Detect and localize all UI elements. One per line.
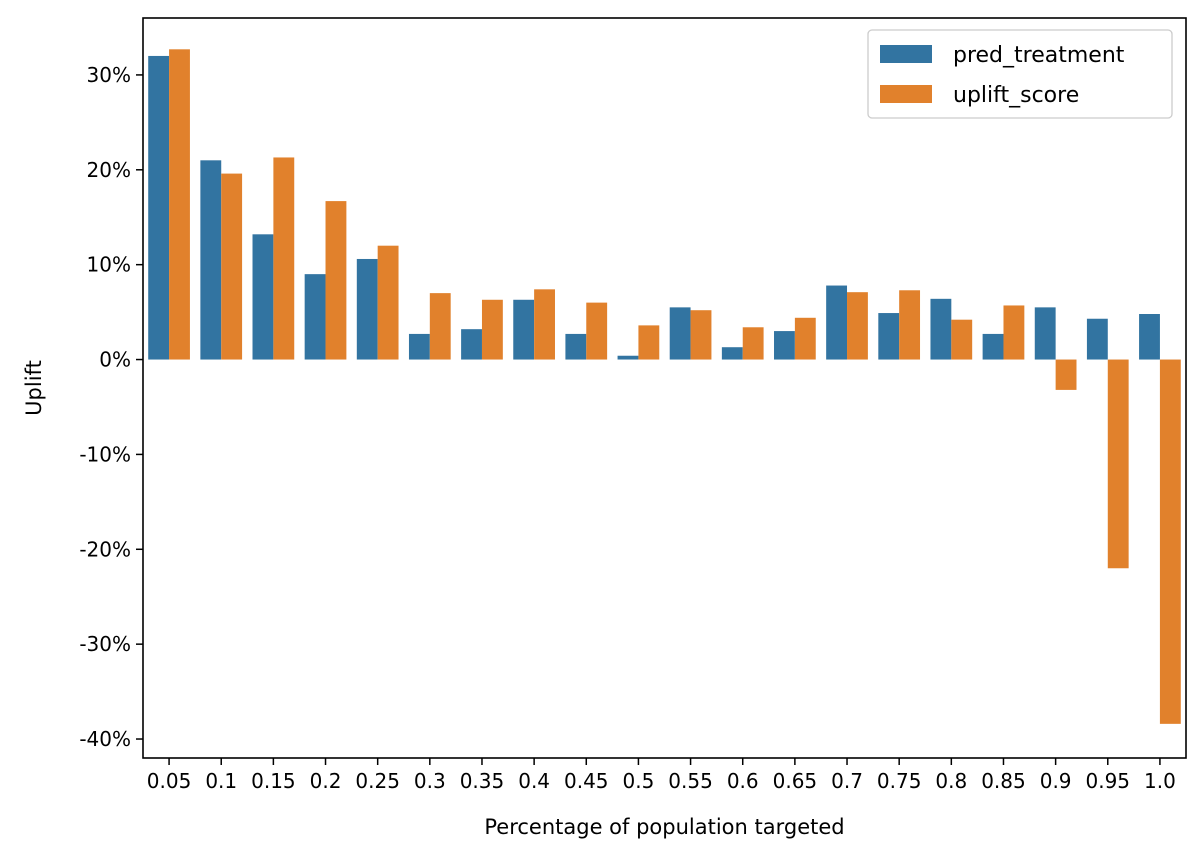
bar-pred-treatment-1.0 xyxy=(1139,314,1160,360)
x-axis-ticks: 0.05 0.1 0.15 0.2 0.25 0.3 0.35 0.4 0.45 0.5 0.55 0… xyxy=(147,758,1176,793)
legend: pred_treatment uplift_score xyxy=(867,29,1173,119)
bar-pred-treatment-0.55 xyxy=(669,307,691,360)
x-tick-label: 0.1 xyxy=(205,769,237,793)
bar-pred-treatment-0.4 xyxy=(513,299,535,360)
bar-uplift-score-0.35 xyxy=(481,299,503,360)
x-tick-label: 0.75 xyxy=(877,769,922,793)
y-tick-label: 0% xyxy=(99,348,131,372)
bar-uplift-score-0.55 xyxy=(690,310,712,360)
bar-uplift-score-0.75 xyxy=(899,290,921,360)
bar-pred-treatment-0.75 xyxy=(878,313,900,360)
bar-pred-treatment-0.85 xyxy=(982,333,1004,360)
y-tick-label: -10% xyxy=(79,442,131,466)
y-tick-label: 20% xyxy=(87,158,131,182)
bar-uplift-score-0.05 xyxy=(169,49,190,360)
bar-pred-treatment-0.2 xyxy=(304,274,326,360)
bar-uplift-score-0.95 xyxy=(1107,359,1129,569)
bar-uplift-score-0.6 xyxy=(742,327,764,360)
x-tick-label: 0.3 xyxy=(414,769,446,793)
bar-pred-treatment-0.95 xyxy=(1086,318,1108,360)
x-tick-label: 0.7 xyxy=(831,769,863,793)
legend-frame xyxy=(867,29,1173,119)
x-tick-label: 0.95 xyxy=(1086,769,1131,793)
bar-pred-treatment-0.15 xyxy=(252,234,274,360)
y-tick-label: 30% xyxy=(87,63,131,87)
x-tick-label: 0.55 xyxy=(668,769,713,793)
bar-pred-treatment-0.6 xyxy=(721,347,743,360)
x-tick-label: 0.2 xyxy=(310,769,342,793)
legend-label-uplift-score: uplift_score xyxy=(953,83,1079,108)
bar-pred-treatment-0.7 xyxy=(826,285,848,360)
x-tick-label: 0.65 xyxy=(773,769,818,793)
bar-uplift-score-0.2 xyxy=(325,201,347,360)
bars-layer xyxy=(148,49,1181,724)
x-tick-label: 1.0 xyxy=(1144,769,1176,793)
x-tick-label: 0.35 xyxy=(460,769,505,793)
bar-uplift-score-0.25 xyxy=(377,245,399,360)
legend-label-pred-treatment: pred_treatment xyxy=(953,43,1125,68)
x-tick-label: 0.05 xyxy=(147,769,192,793)
y-tick-label: -40% xyxy=(79,727,131,751)
x-tick-label: 0.45 xyxy=(564,769,609,793)
y-tick-label: 10% xyxy=(87,253,131,277)
x-tick-label: 0.8 xyxy=(935,769,967,793)
legend-swatch-uplift-score xyxy=(880,85,932,103)
bar-pred-treatment-0.05 xyxy=(148,55,170,360)
y-axis-ticks: 30% 20% 10% 0% -10% -20% -30% -40% xyxy=(79,63,143,751)
bar-uplift-score-0.9 xyxy=(1055,359,1077,390)
bar-uplift-score-0.3 xyxy=(429,293,451,360)
x-tick-label: 0.5 xyxy=(623,769,655,793)
x-tick-label: 0.15 xyxy=(251,769,296,793)
y-tick-label: -20% xyxy=(79,537,131,561)
legend-swatch-pred-treatment xyxy=(880,45,932,63)
x-tick-label: 0.85 xyxy=(981,769,1026,793)
bar-uplift-score-0.5 xyxy=(638,325,660,360)
plot-frame xyxy=(142,17,1187,759)
x-tick-label: 0.4 xyxy=(518,769,550,793)
y-axis-label: Uplift xyxy=(22,360,46,416)
bar-uplift-score-0.7 xyxy=(847,292,868,360)
bar-pred-treatment-0.3 xyxy=(408,333,430,360)
bar-uplift-score-1.0 xyxy=(1159,359,1181,724)
bar-pred-treatment-0.65 xyxy=(774,331,795,360)
bar-uplift-score-0.8 xyxy=(951,319,973,360)
bar-uplift-score-0.4 xyxy=(534,289,555,360)
bar-pred-treatment-0.5 xyxy=(617,355,639,360)
x-tick-label: 0.9 xyxy=(1040,769,1072,793)
bar-pred-treatment-0.25 xyxy=(356,258,378,360)
bar-uplift-score-0.15 xyxy=(273,157,295,360)
bar-pred-treatment-0.45 xyxy=(565,333,587,360)
y-tick-label: -30% xyxy=(79,632,131,656)
x-tick-label: 0.6 xyxy=(727,769,759,793)
x-axis-label: Percentage of population targeted xyxy=(484,815,844,839)
x-tick-label: 0.25 xyxy=(355,769,400,793)
bar-uplift-score-0.1 xyxy=(221,173,243,360)
bar-pred-treatment-0.8 xyxy=(930,298,952,360)
bar-pred-treatment-0.9 xyxy=(1034,307,1056,360)
bar-uplift-score-0.45 xyxy=(586,302,608,360)
bar-uplift-score-0.85 xyxy=(1003,305,1025,360)
bar-pred-treatment-0.35 xyxy=(461,329,482,360)
bar-pred-treatment-0.1 xyxy=(200,160,222,360)
bar-uplift-score-0.65 xyxy=(794,317,816,360)
